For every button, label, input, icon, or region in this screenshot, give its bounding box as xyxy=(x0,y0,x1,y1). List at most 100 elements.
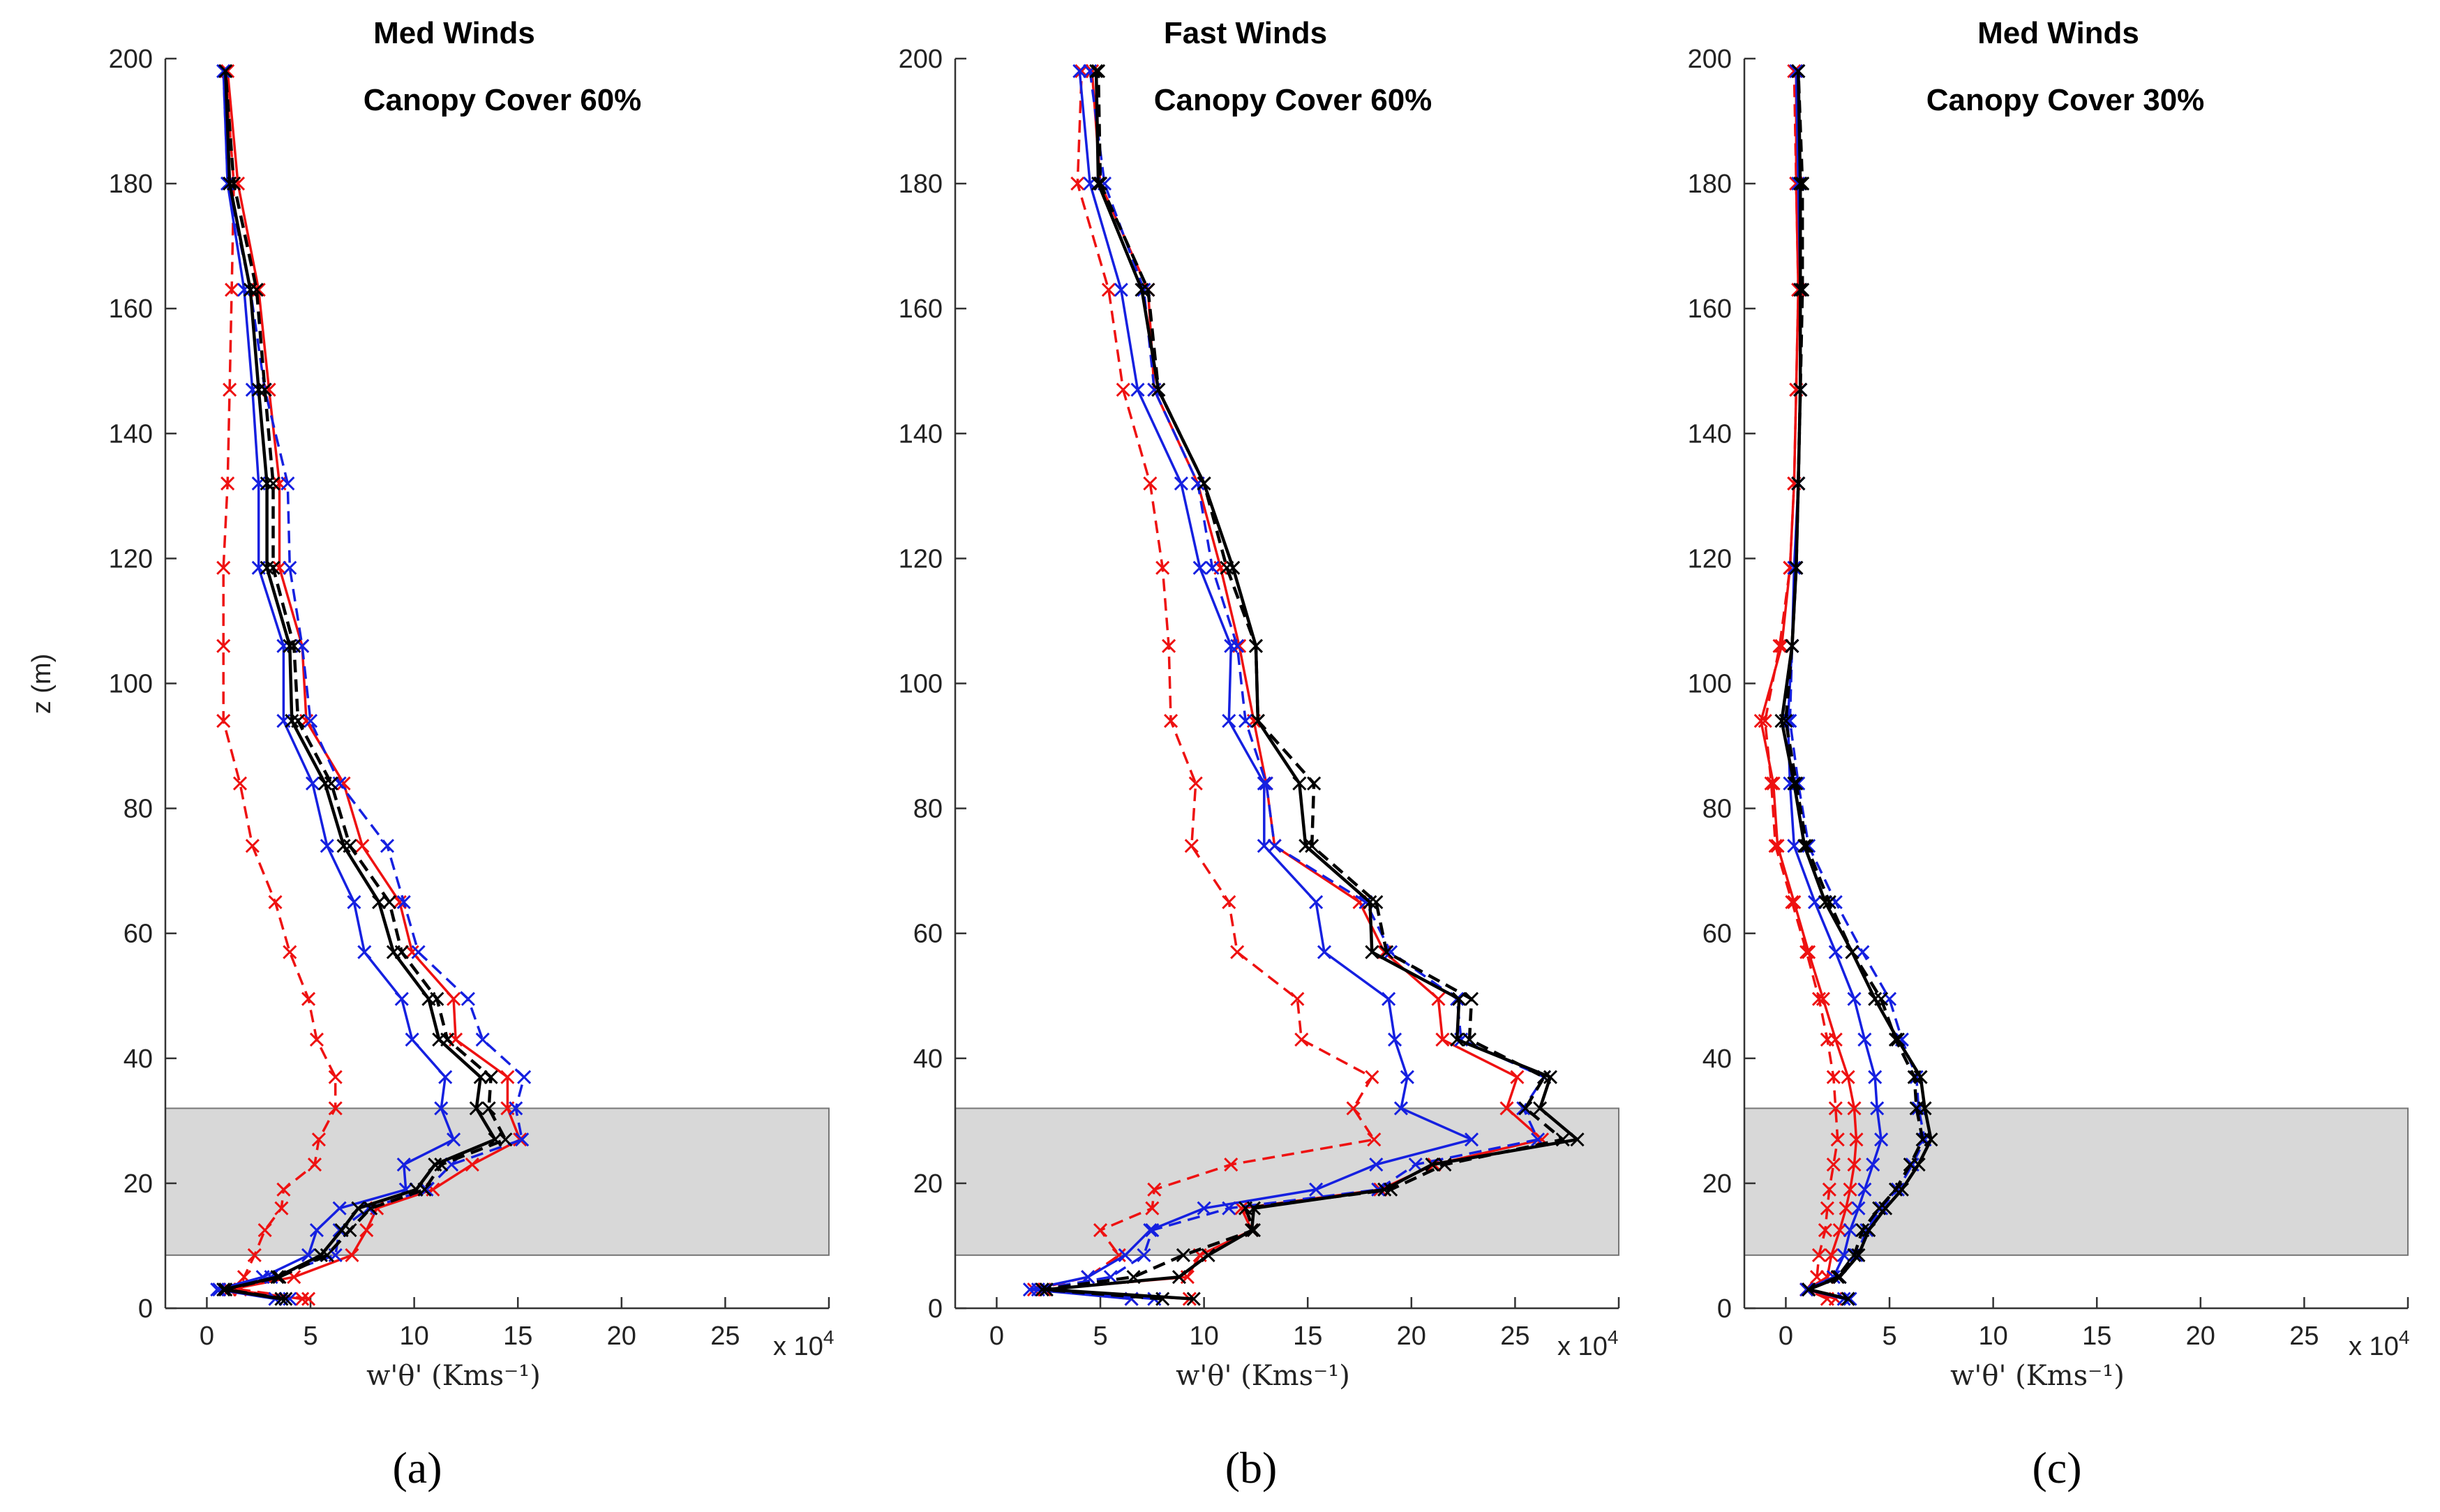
panel-a-ylabel: z (m) xyxy=(27,654,57,714)
panel-a-series-black-dashed-marker xyxy=(382,895,397,909)
panel-c-xtick-label: 5 xyxy=(1882,1322,1896,1351)
panel-b-series-red-dashed-marker xyxy=(1346,1101,1361,1116)
panel-a-series-red-solid-marker xyxy=(500,1070,515,1084)
panel-c-series-red-solid-marker xyxy=(1787,895,1802,909)
panel-c-ytick-label: 140 xyxy=(1688,419,1732,449)
panel-b-series-blue-solid-marker xyxy=(1224,638,1238,653)
panel-a-label: (a) xyxy=(392,1443,442,1492)
panel-c-series-red-solid-marker xyxy=(1770,839,1785,853)
panel-a-series-blue-dashed-marker xyxy=(517,1070,532,1084)
panel-a-series-black-dashed-marker xyxy=(249,283,264,297)
panel-b-series-red-dashed-marker xyxy=(1367,1132,1382,1147)
panel-c-series-black-solid-marker xyxy=(1862,1222,1876,1238)
panel-b-ytick-label: 180 xyxy=(899,170,943,199)
panel-b-series-red-dashed-marker xyxy=(1093,1222,1108,1238)
panel-a-series-blue-solid-marker xyxy=(357,945,372,959)
panel-c-series-red-dashed-marker xyxy=(1830,1132,1845,1147)
panel-a-series-black-solid-marker xyxy=(283,638,297,653)
panel-b-series-red-solid-marker xyxy=(1431,991,1446,1006)
panel-b-series-red-dashed-marker xyxy=(1290,991,1305,1006)
panel-a-series-red-solid-marker xyxy=(359,1222,374,1238)
panel-a-series-black-dashed-marker xyxy=(498,1132,513,1147)
panel-b-series-blue-solid-marker xyxy=(1081,1270,1095,1285)
panel-c-title: Med Winds xyxy=(1977,16,2139,50)
panel-b-series-black-solid-marker xyxy=(1570,1132,1585,1147)
panel-a-series-blue-dashed-marker xyxy=(280,476,295,491)
panel-c-xtick-label: 0 xyxy=(1779,1322,1793,1351)
panel-b-xtick-label: 20 xyxy=(1397,1322,1426,1351)
panel-b-series-black-solid-marker xyxy=(1543,1070,1557,1084)
panel-b-xtick-label: 10 xyxy=(1189,1322,1218,1351)
panel-c-series-blue-solid-marker xyxy=(1866,1157,1880,1172)
panel-c-series-black-solid-marker xyxy=(1785,638,1799,653)
panel-a-series-red-solid-marker xyxy=(355,839,370,853)
panel-a-ytick-label: 200 xyxy=(109,45,153,74)
panel-b-series-red-dashed-marker xyxy=(1164,714,1178,728)
panel-a-series-blue-solid-marker xyxy=(309,1222,324,1238)
panel-c-series-black-solid-marker xyxy=(1818,895,1832,909)
panel-b-series-blue-solid-marker xyxy=(1072,63,1087,78)
panel-c-series-blue-solid-marker xyxy=(1836,1248,1851,1262)
panel-a-series-red-dashed-marker xyxy=(223,382,237,397)
panel-c-series-blue-solid-marker xyxy=(1828,945,1843,959)
panel-c-series-black-dashed-marker xyxy=(1795,177,1810,191)
panel-a-series-blue-solid-marker xyxy=(332,1201,347,1215)
panel-b-series-black-solid-marker xyxy=(1248,638,1263,653)
panel-c-series-black-solid-marker xyxy=(1878,1201,1893,1215)
panel-b-series-blue-dashed-marker xyxy=(1205,560,1220,575)
panel-c-series-red-dashed-marker xyxy=(1822,1182,1836,1197)
panel-a-series-black-solid-marker xyxy=(243,283,257,297)
panel-a-ytick-label: 0 xyxy=(138,1294,153,1324)
panel-a-series-red-dashed-marker xyxy=(257,1222,272,1238)
panel-b-series-red-dashed-marker xyxy=(1101,283,1116,297)
panel-b-series-blue-solid-marker xyxy=(1174,476,1188,491)
panel-b-ytick-label: 20 xyxy=(913,1169,943,1199)
panel-a-xlabel: w'θ' (Kms⁻¹) xyxy=(366,1360,541,1392)
panel-c-series-black-solid-marker xyxy=(1791,63,1806,78)
panel-a-xtick-label: 15 xyxy=(503,1322,532,1351)
panel-c-ytick-label: 180 xyxy=(1688,170,1732,199)
panel-b-title: Fast Winds xyxy=(1164,16,1327,50)
panel-b-series-black-dashed-marker xyxy=(1518,1101,1533,1116)
panel-a-series-red-dashed-marker xyxy=(276,1182,291,1197)
panel-a-series-black-dashed-marker xyxy=(484,1070,498,1084)
panel-a-ytick-label: 140 xyxy=(109,419,153,449)
panel-c-series-blue-solid-marker xyxy=(1868,1070,1883,1084)
panel-c-series-red-solid-marker xyxy=(1847,1157,1862,1172)
panel-b-series-red-dashed-marker xyxy=(1224,1157,1238,1172)
panel-b-series-blue-solid-marker xyxy=(1222,714,1236,728)
panel-c-ytick-label: 200 xyxy=(1688,45,1732,74)
panel-c-series-blue-solid-marker xyxy=(1799,1282,1814,1297)
panel-a-ytick-label: 60 xyxy=(124,920,153,949)
panel-b-series-blue-solid-marker xyxy=(1197,1201,1211,1215)
panel-b-series-blue-solid-marker xyxy=(1464,1132,1479,1147)
panel-a-series-black-solid-marker xyxy=(216,1282,231,1297)
panel-b-xtick-label: 15 xyxy=(1293,1322,1322,1351)
panel-c-series-red-dashed-marker xyxy=(1764,776,1779,791)
panel-b-series-black-solid-marker xyxy=(1365,945,1379,959)
panel-b-series-blue-dashed-marker xyxy=(1267,839,1282,853)
panel-c-series-red-solid-marker xyxy=(1816,991,1830,1006)
panel-b-ytick-label: 0 xyxy=(928,1294,943,1324)
panel-c-xtick-label: 25 xyxy=(2289,1322,2319,1351)
panel-c-series-blue-solid-marker xyxy=(1807,895,1822,909)
panel-b-xtick-label: 25 xyxy=(1500,1322,1529,1351)
panel-c-series-red-dashed-marker xyxy=(1772,638,1787,653)
panel-a-series-red-solid-marker xyxy=(513,1132,527,1147)
panel-a-series-red-dashed-marker xyxy=(274,1201,289,1215)
panel-b-series-blue-dashed-marker xyxy=(1408,1157,1423,1172)
panel-a-series-blue-solid-marker xyxy=(347,895,361,909)
panel-c-series-blue-solid-marker xyxy=(1843,1222,1857,1238)
panel-c-series-red-dashed-marker xyxy=(1828,1101,1843,1116)
panel-c-ytick-label: 80 xyxy=(1702,795,1732,824)
panel-c-series-blue-dashed-marker xyxy=(1855,945,1870,959)
panel-a-series-blue-solid-marker xyxy=(447,1132,461,1147)
panel-c-series-red-dashed-marker xyxy=(1826,1070,1841,1084)
panel-a-series-blue-dashed-marker xyxy=(419,1182,434,1197)
panel-a-subtitle: Canopy Cover 60% xyxy=(364,83,642,117)
panel-a-series-black-solid-marker xyxy=(473,1070,488,1084)
panel-a-series-red-solid-marker xyxy=(295,1292,310,1306)
panel-c-ytick-label: 60 xyxy=(1702,920,1732,949)
panel-b-series-black-solid-marker xyxy=(1151,382,1166,397)
